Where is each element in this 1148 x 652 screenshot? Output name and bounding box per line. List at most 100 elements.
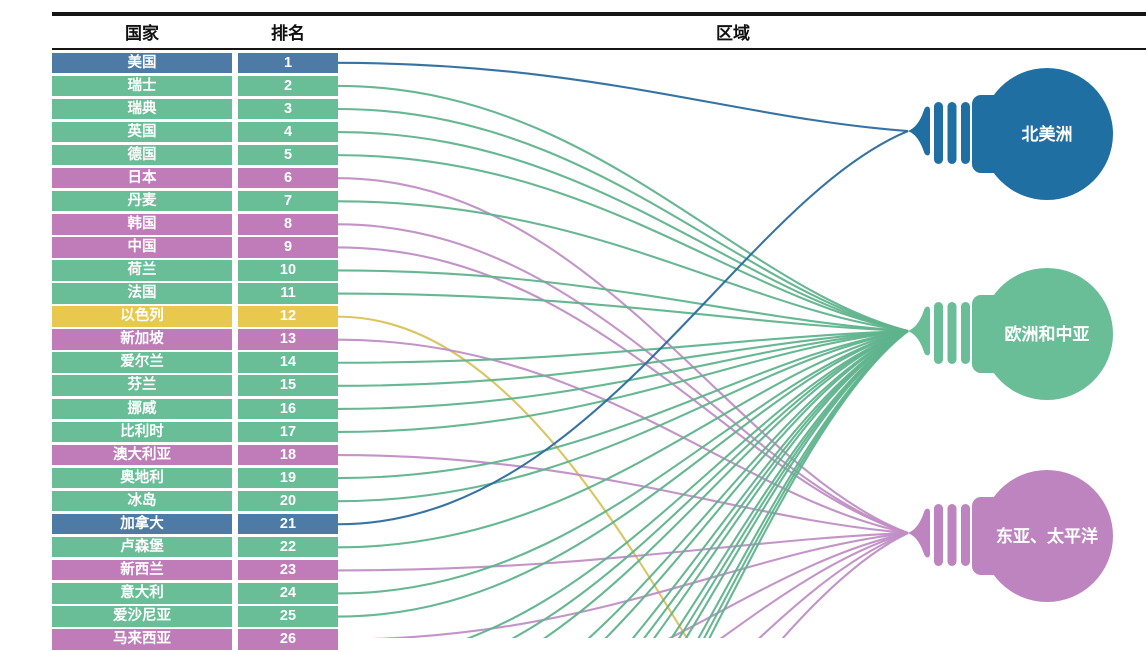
flow-line (337, 329, 909, 387)
region-bulb-north-america: 北美洲 (908, 68, 1113, 200)
rank-cell: 10 (238, 260, 338, 281)
region-label: 北美洲 (1022, 124, 1073, 144)
flow-line (337, 329, 909, 549)
country-cell: 以色列 (52, 306, 232, 327)
table-row: 日本 6 (52, 167, 338, 189)
country-cell: 荷兰 (52, 260, 232, 281)
table-row: 美国 1 (52, 52, 338, 74)
flow-line (703, 330, 909, 638)
rank-cell: 6 (238, 167, 338, 189)
bulb-screw-bar (947, 504, 957, 566)
flow-line (719, 531, 909, 638)
table-row: 韩国 8 (52, 214, 338, 235)
flow-line (781, 532, 909, 638)
flow-line (337, 84, 909, 333)
flow-line (337, 315, 689, 638)
bulb-screw-bar (934, 102, 943, 164)
table-row: 挪威 16 (52, 398, 338, 420)
country-cell: 日本 (52, 167, 232, 189)
flow-line (587, 330, 909, 638)
table-row: 法国 11 (52, 283, 338, 304)
region-bulb-east-asia-pacific: 东亚、太平洋 (908, 470, 1113, 602)
flow-line (631, 330, 909, 638)
flow-line (337, 269, 909, 333)
flow-line (337, 154, 909, 333)
rank-cell: 1 (238, 52, 338, 74)
top-rule (52, 12, 1146, 16)
country-cell: 美国 (52, 52, 232, 74)
chart-canvas: 国家 排名 区域 美国 1 瑞士 2 瑞典 3 英国 4 德国 5 日本 6 丹麦 7 韩国 8 中国 9 荷兰 10… (52, 12, 1146, 650)
flow-line (337, 223, 909, 534)
rank-cell: 18 (238, 444, 338, 466)
table-row: 新西兰 23 (52, 559, 338, 581)
flow-line (685, 330, 909, 638)
bulb-screw-bar (961, 102, 970, 164)
table-row: 意大利 24 (52, 583, 338, 604)
country-cell: 卢森堡 (52, 536, 232, 558)
country-cell: 爱尔兰 (52, 352, 232, 373)
flow-line (642, 330, 909, 638)
flow-line (337, 329, 909, 618)
country-cell: 比利时 (52, 421, 232, 443)
bulb-screw-bar (961, 504, 970, 566)
bulb-flare (908, 306, 930, 356)
country-cell: 奥地利 (52, 467, 232, 489)
flow-line (678, 330, 909, 638)
table-row: 瑞士 2 (52, 75, 338, 97)
table-header-region: 区域 (716, 24, 750, 43)
flow-line (337, 61, 909, 133)
rank-cell: 19 (238, 467, 338, 489)
rank-cell: 7 (238, 190, 338, 212)
flow-line (337, 292, 909, 333)
country-cell: 意大利 (52, 583, 232, 604)
rank-cell: 20 (238, 490, 338, 512)
table-header-country: 国家 (125, 24, 159, 43)
table-row: 奥地利 19 (52, 467, 338, 489)
rank-cell: 2 (238, 75, 338, 97)
table-row: 比利时 17 (52, 421, 338, 443)
region-bulb-europe-central-asia: 欧洲和中亚 (908, 268, 1113, 400)
header-rule (52, 47, 1146, 50)
table-row: 英国 4 (52, 121, 338, 143)
flow-line (337, 338, 909, 535)
bulb-flare (908, 106, 930, 156)
table-row: 芬兰 15 (52, 375, 338, 396)
rank-cell: 12 (238, 306, 338, 327)
rank-cell: 15 (238, 375, 338, 396)
rank-cell: 4 (238, 121, 338, 143)
flow-line (337, 177, 909, 534)
flow-line (604, 330, 909, 638)
country-cell: 新西兰 (52, 559, 232, 581)
flow-line (708, 330, 909, 638)
rank-cell: 23 (238, 559, 338, 581)
table-row: 新加坡 13 (52, 329, 338, 350)
rank-cell: 13 (238, 329, 338, 350)
bulb-screw-bar (947, 102, 957, 164)
country-cell: 法国 (52, 283, 232, 304)
flow-line (337, 329, 909, 503)
country-cell: 爱沙尼亚 (52, 606, 232, 627)
table-row: 冰岛 20 (52, 490, 338, 512)
flow-line (337, 453, 909, 535)
bulb-globe (981, 68, 1113, 200)
country-cell: 丹麦 (52, 190, 232, 212)
bulb-screw-bar (934, 504, 943, 566)
flow-line (465, 330, 909, 638)
country-cell: 冰岛 (52, 490, 232, 512)
flow-line (670, 330, 909, 638)
rank-cell: 21 (238, 513, 338, 535)
flow-line (337, 329, 909, 595)
flow-line (337, 329, 909, 480)
table-header-rank: 排名 (271, 24, 305, 43)
country-cell: 澳大利亚 (52, 444, 232, 466)
rank-cell: 9 (238, 237, 338, 258)
country-cell: 瑞典 (52, 98, 232, 120)
table-row: 瑞典 3 (52, 98, 338, 120)
country-cell: 中国 (52, 237, 232, 258)
region-label: 东亚、太平洋 (996, 526, 1098, 546)
flow-line (653, 330, 909, 638)
ranking-table: 美国 1 瑞士 2 瑞典 3 英国 4 德国 5 日本 6 丹麦 7 韩国 8 中国 9 荷兰 10 法国 11 以色列 12… (52, 52, 338, 652)
rank-cell: 11 (238, 283, 338, 304)
bulb-screw-bar (961, 302, 970, 364)
